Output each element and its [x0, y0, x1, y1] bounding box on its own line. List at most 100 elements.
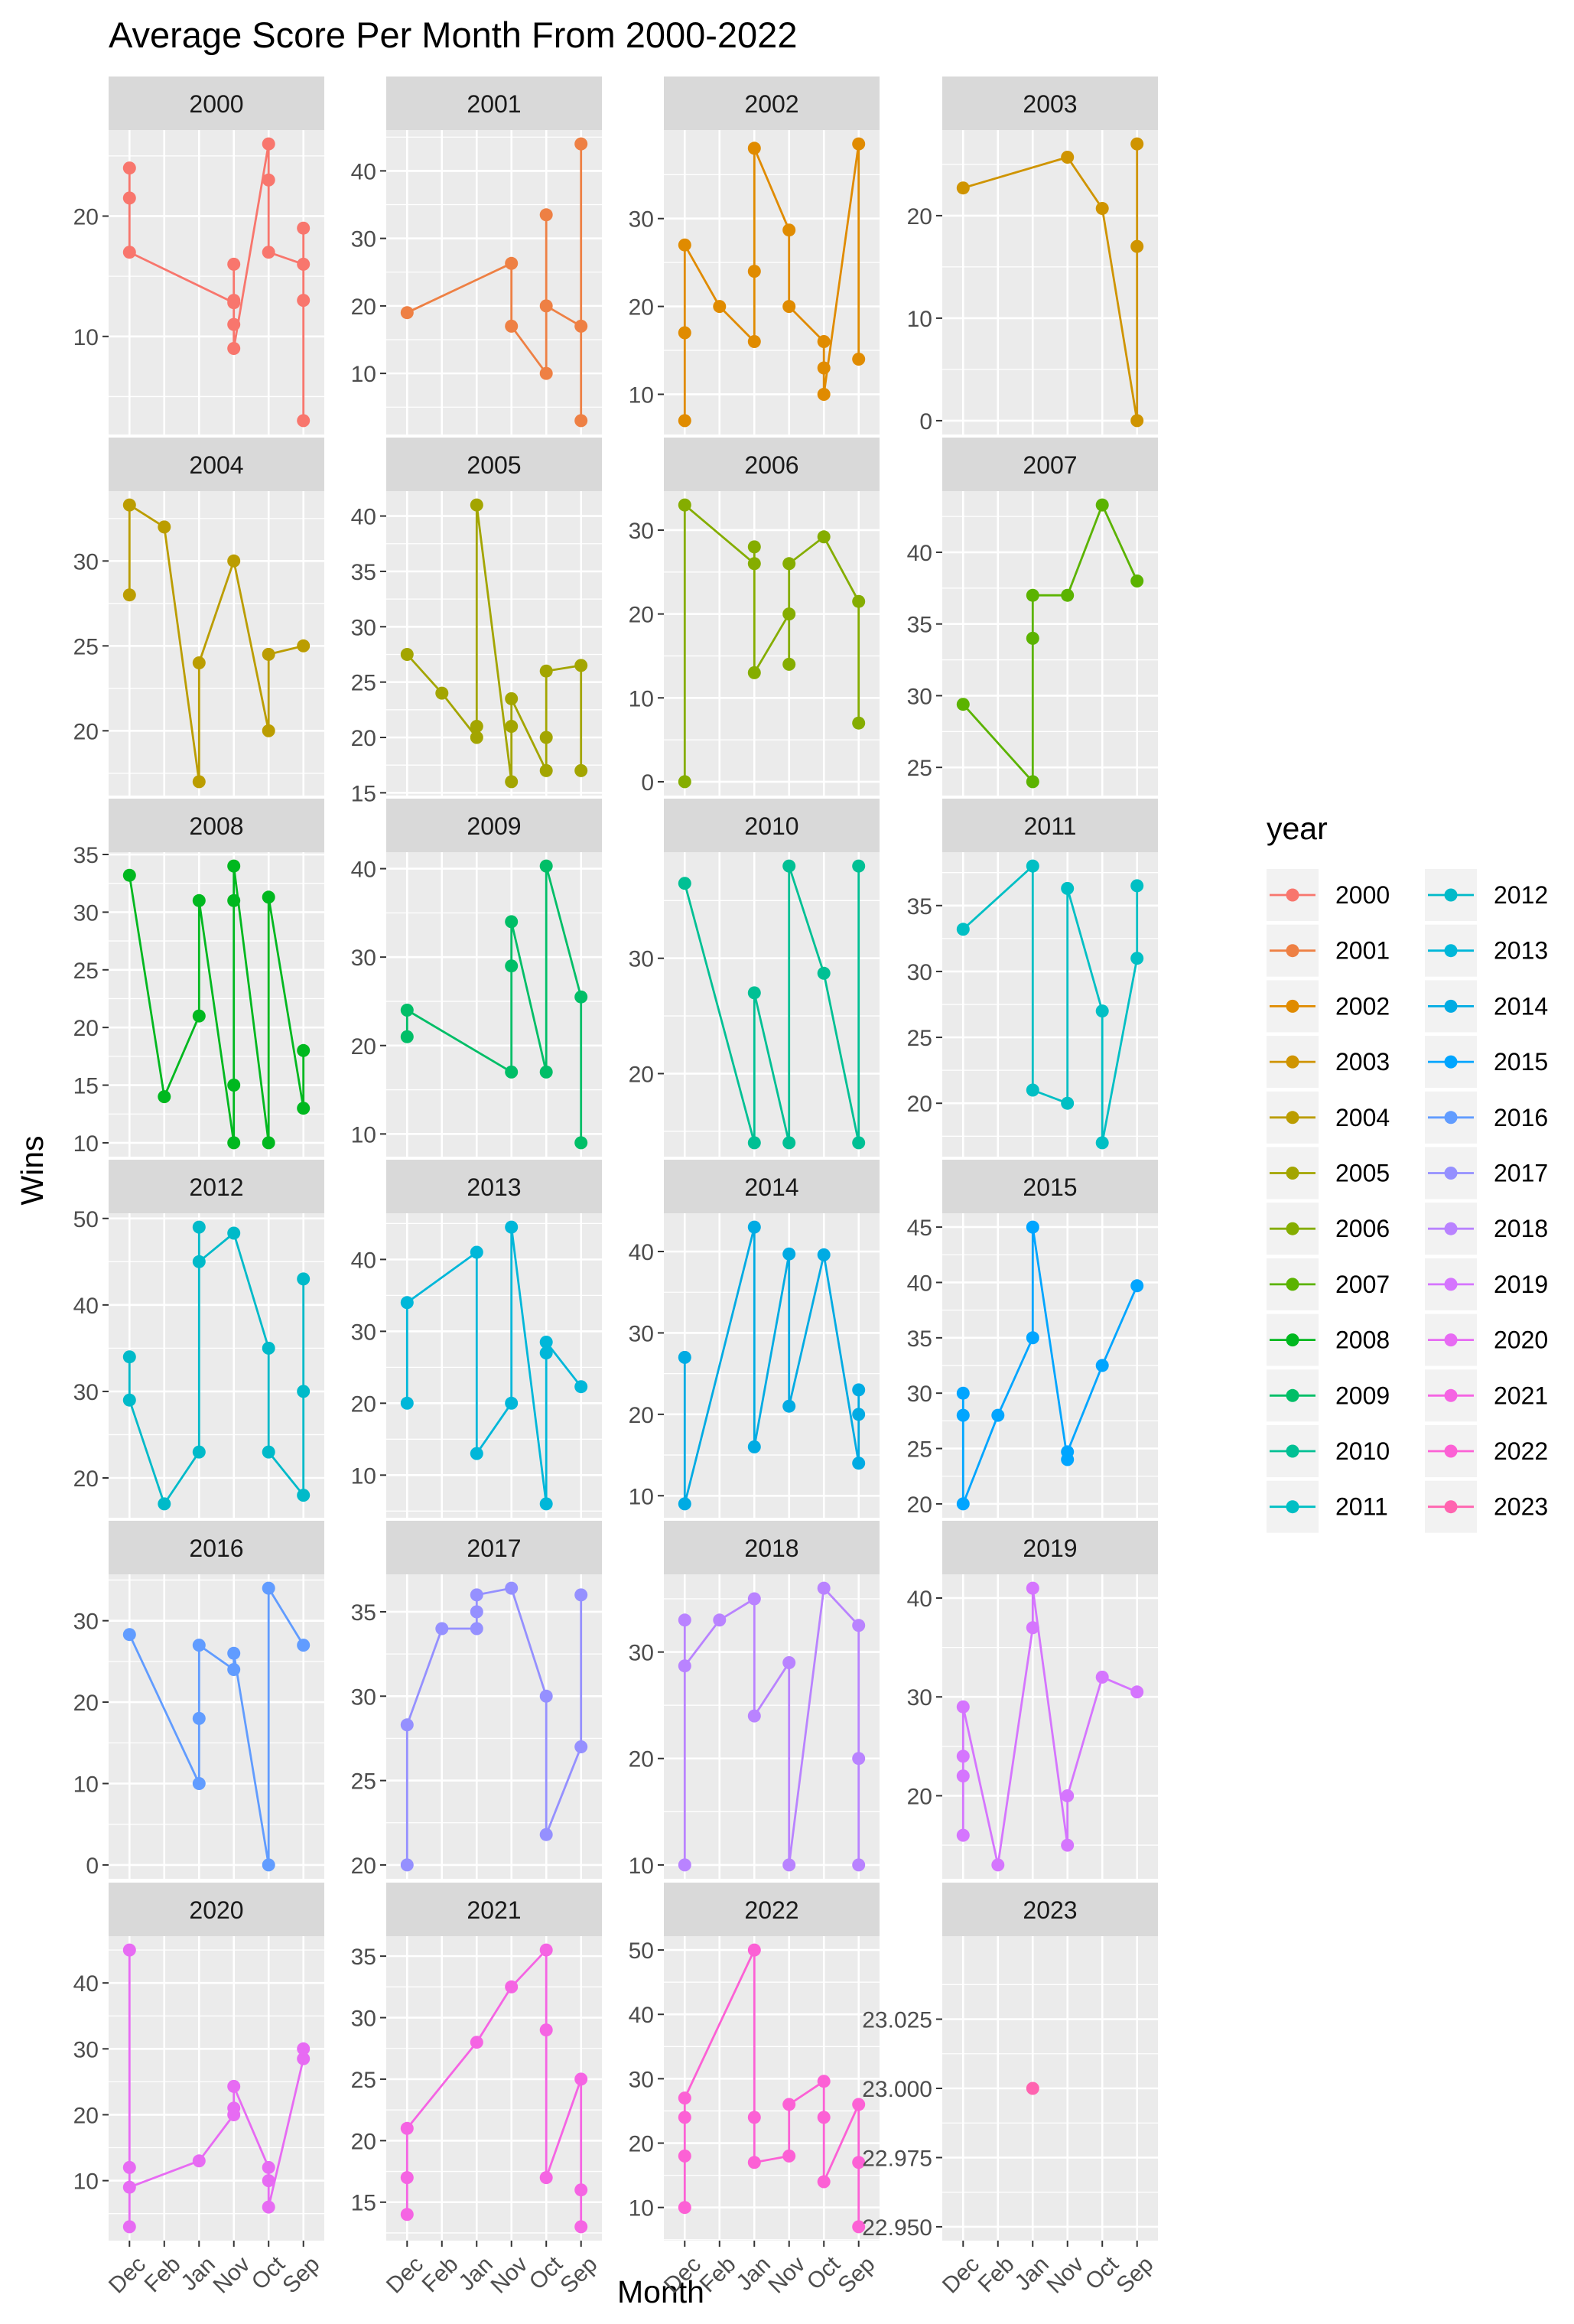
data-point	[539, 1943, 553, 1957]
legend-label: 2014	[1494, 992, 1548, 1020]
series-line-2012	[128, 1225, 305, 1505]
data-point	[852, 2156, 866, 2169]
y-tick-label: 15	[351, 2191, 376, 2216]
facet-strip	[664, 1160, 880, 1213]
data-point	[747, 2111, 761, 2124]
legend-key-point	[1286, 1222, 1299, 1235]
legend-label: 2023	[1494, 1493, 1548, 1521]
facet-strip-label: 2014	[744, 1173, 798, 1201]
data-point	[1026, 1083, 1039, 1097]
legend-item-2017: 2017	[1425, 1147, 1548, 1199]
data-point	[122, 588, 136, 602]
data-point	[122, 246, 136, 259]
legend-key-point	[1286, 1388, 1299, 1402]
x-axis-title: Month	[617, 2274, 704, 2309]
data-point	[852, 594, 866, 608]
legend-key-point	[1444, 1388, 1458, 1402]
y-tick-label: 15	[73, 1074, 99, 1099]
legend-item-2007: 2007	[1267, 1258, 1390, 1310]
facet-panel-2012: 2012 20 30 40 50	[73, 1160, 324, 1518]
y-tick-label: 45	[907, 1216, 932, 1241]
data-point	[747, 1220, 761, 1234]
legend-item-2022: 2022	[1425, 1425, 1548, 1477]
data-point	[956, 1828, 970, 1842]
legend-item-2008: 2008	[1267, 1313, 1390, 1366]
facet-strip-label: 2009	[467, 812, 521, 840]
legend-item-2003: 2003	[1267, 1036, 1390, 1089]
data-point	[227, 342, 241, 355]
y-tick-label: 40	[351, 1248, 376, 1273]
data-point	[574, 2183, 588, 2197]
facet-panel-2005: 2005 15 20 25 30 35 40	[351, 438, 602, 806]
data-point	[747, 557, 761, 571]
legend-label: 2005	[1335, 1160, 1390, 1187]
facet-strip-label: 2017	[467, 1535, 521, 1562]
legend-label: 2018	[1494, 1215, 1548, 1242]
data-point	[1026, 2082, 1039, 2095]
facet-strip-label: 2011	[1024, 812, 1077, 840]
y-tick-label: 35	[907, 1326, 932, 1352]
data-point	[505, 1396, 519, 1410]
legend-key-point	[1286, 888, 1299, 902]
data-point	[122, 868, 136, 882]
data-point	[297, 1272, 311, 1286]
facet-strip-label: 2001	[467, 90, 521, 118]
legend-label: 2008	[1335, 1326, 1390, 1354]
data-point	[227, 317, 241, 331]
legend-label: 2006	[1335, 1215, 1390, 1242]
data-point	[470, 1245, 483, 1259]
legend-key-point	[1286, 1167, 1299, 1180]
data-point	[539, 1828, 553, 1841]
data-point	[817, 388, 831, 401]
data-point	[1130, 952, 1144, 965]
data-point	[505, 1581, 519, 1595]
y-tick-label: 30	[73, 900, 99, 926]
y-tick-label: 30	[351, 946, 376, 971]
y-tick-label: 35	[351, 1945, 376, 1970]
data-point	[574, 1136, 588, 1150]
data-point	[262, 1858, 275, 1872]
legend-key-point	[1444, 1278, 1458, 1291]
data-point	[227, 294, 241, 308]
data-point	[539, 366, 553, 380]
data-point	[574, 1740, 588, 1753]
legend-key-point	[1444, 1444, 1458, 1458]
data-point	[852, 1383, 866, 1397]
data-point	[262, 173, 275, 187]
data-point	[956, 698, 970, 711]
data-point	[1095, 498, 1109, 512]
y-tick-label: 25	[73, 959, 99, 984]
data-point	[227, 1663, 241, 1676]
panel-background	[386, 1936, 602, 2241]
legend-key-point	[1286, 1055, 1299, 1069]
y-tick-label: 40	[629, 1240, 654, 1265]
data-point	[227, 1079, 241, 1092]
y-tick-label: 25	[907, 1437, 932, 1463]
data-point	[817, 1581, 831, 1595]
data-point	[539, 299, 553, 313]
y-tick-label: 40	[351, 858, 376, 883]
facet-panel-2013: 2013 10 20 30 40	[351, 1160, 602, 1518]
data-point	[747, 2156, 761, 2169]
data-point	[470, 1622, 483, 1636]
data-point	[1061, 1445, 1075, 1459]
y-tick-label: 30	[629, 947, 654, 972]
data-point	[852, 1457, 866, 1470]
x-tick-label: Jan	[454, 2251, 499, 2296]
data-point	[400, 1296, 414, 1310]
data-point	[747, 986, 761, 1000]
data-point	[262, 137, 275, 151]
y-tick-label: 30	[351, 2007, 376, 2032]
data-point	[400, 1718, 414, 1732]
y-tick-label: 10	[351, 1122, 376, 1147]
data-point	[262, 647, 275, 661]
data-point	[539, 1497, 553, 1511]
legend-item-2009: 2009	[1267, 1369, 1390, 1422]
facet-panel-2000: 2000 10 20	[73, 76, 324, 435]
x-tick-label: Sep	[278, 2251, 324, 2298]
y-tick-label: 10	[629, 382, 654, 408]
data-point	[262, 724, 275, 737]
data-point	[297, 639, 311, 653]
facet-strip	[942, 799, 1158, 852]
y-tick-label: 25	[351, 2068, 376, 2093]
